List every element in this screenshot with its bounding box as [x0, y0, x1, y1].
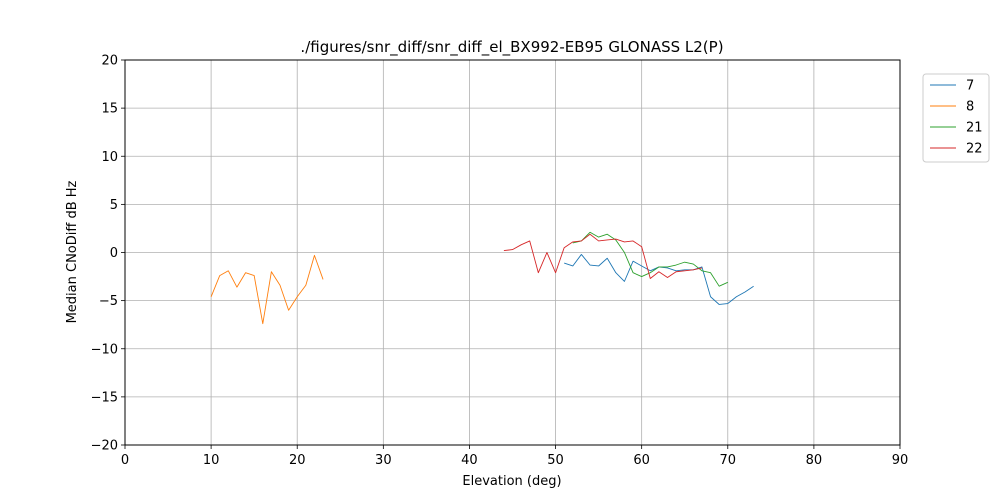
x-axis-label: Elevation (deg)	[462, 474, 561, 489]
legend-label-8: 8	[966, 100, 974, 115]
y-axis-label: Median CNoDiff dB Hz	[65, 180, 80, 323]
x-tick-label: 10	[203, 453, 220, 468]
chart-title: ./figures/snr_diff/snr_diff_el_BX992-EB9…	[300, 38, 723, 57]
series-layer	[210, 231, 754, 325]
x-tick-label: 90	[892, 453, 909, 468]
legend-box	[922, 73, 990, 163]
series-line-8	[210, 254, 324, 325]
series-line-22	[503, 233, 703, 279]
x-tick-label: 40	[461, 453, 478, 468]
y-tick-label: 20	[101, 54, 118, 69]
y-tick-label: −5	[99, 294, 118, 309]
x-tick-label: 0	[121, 453, 129, 468]
x-tick-label: 30	[375, 453, 392, 468]
x-axis: 0 10 20 30 40 50 60 70 80 90	[121, 445, 908, 468]
y-tick-label: −15	[91, 390, 118, 405]
legend: 7 8 21 22	[922, 73, 990, 163]
legend-label-7: 7	[966, 79, 974, 94]
legend-label-21: 21	[966, 121, 983, 136]
y-tick-label: −10	[91, 342, 118, 357]
x-tick-label: 60	[633, 453, 650, 468]
y-tick-label: 15	[101, 102, 118, 117]
x-tick-label: 70	[720, 453, 737, 468]
y-tick-label: −20	[91, 439, 118, 454]
x-tick-label: 20	[289, 453, 306, 468]
y-axis: −20 −15 −10 −5 0 5 10 15 20	[91, 54, 125, 454]
x-tick-label: 50	[547, 453, 564, 468]
x-tick-label: 80	[806, 453, 823, 468]
series-line-21	[572, 231, 728, 287]
y-tick-label: 5	[110, 198, 118, 213]
legend-label-22: 22	[966, 142, 983, 157]
y-tick-label: 0	[110, 246, 118, 261]
y-tick-label: 10	[101, 150, 118, 165]
